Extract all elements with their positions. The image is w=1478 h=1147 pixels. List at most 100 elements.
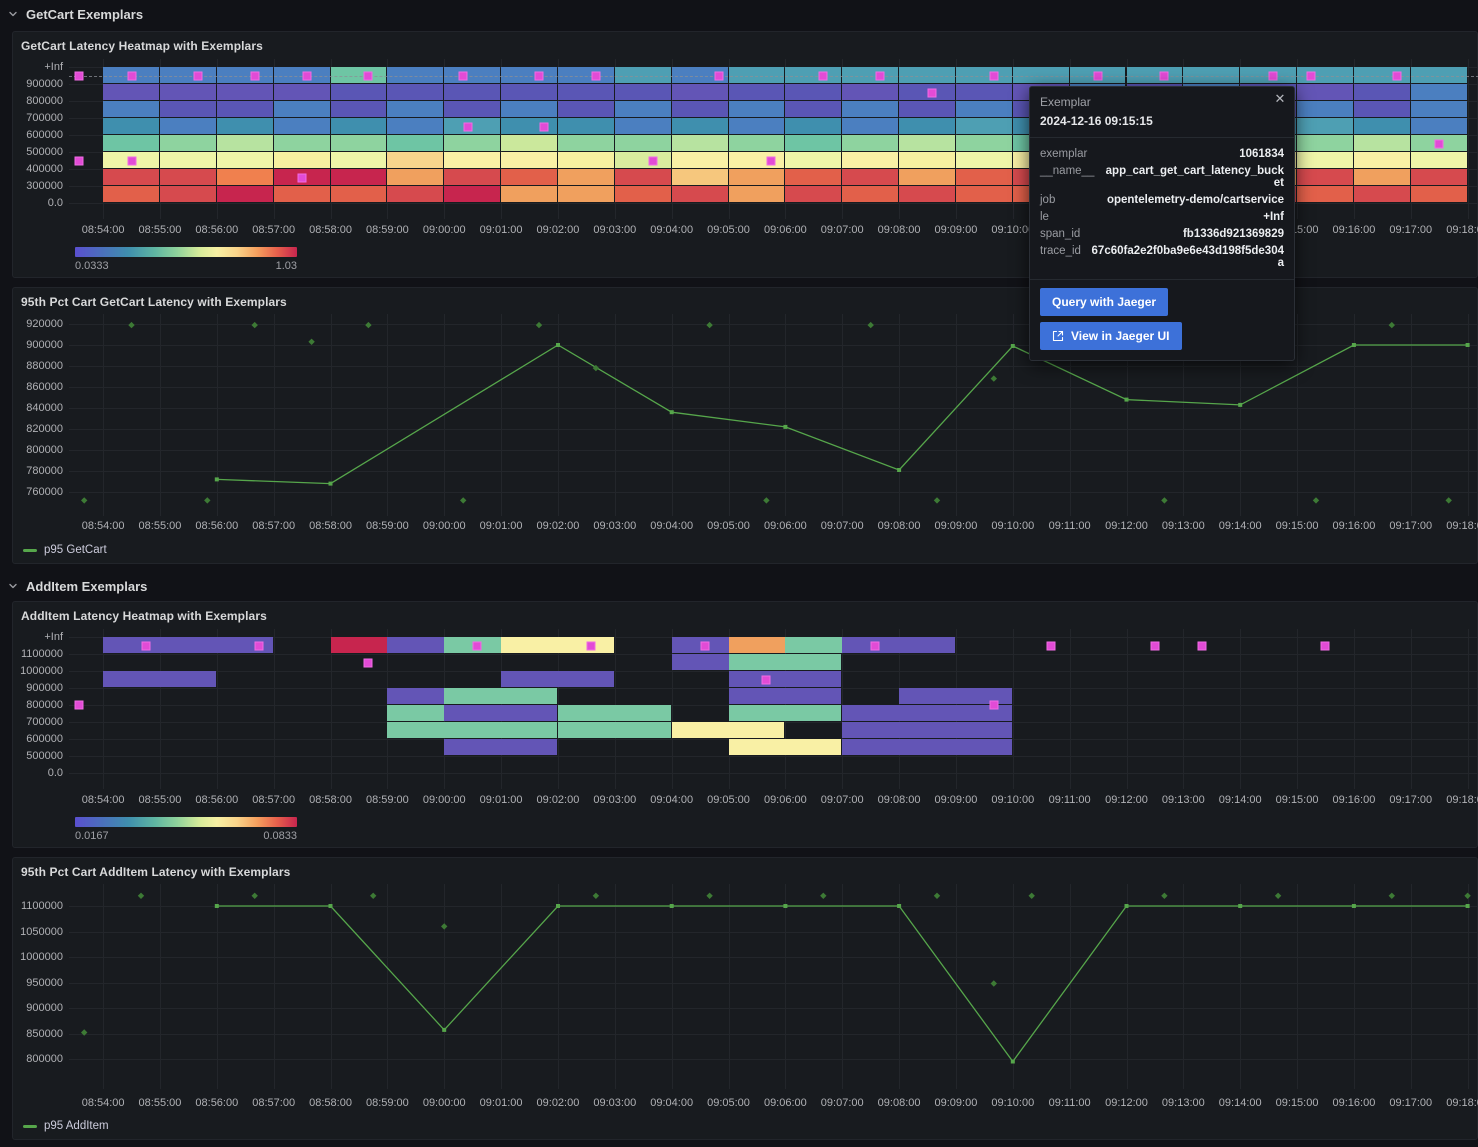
exemplar-marker[interactable] [74, 156, 84, 165]
exemplar-marker[interactable] [714, 71, 724, 80]
exemplar-marker[interactable] [933, 892, 941, 899]
exemplar-marker[interactable] [592, 892, 600, 899]
heatmap-cell[interactable] [216, 84, 273, 100]
heatmap-cell[interactable] [444, 84, 501, 100]
heatmap-cell[interactable] [728, 671, 842, 687]
exemplar-marker[interactable] [1392, 71, 1402, 80]
heatmap-cell[interactable] [1297, 118, 1353, 134]
heatmap-cell[interactable] [216, 101, 273, 117]
heatmap-cell[interactable] [159, 135, 216, 151]
heatmap-cell[interactable] [728, 186, 785, 202]
heatmap-cell[interactable] [671, 67, 728, 83]
heatmap-cell[interactable] [1410, 152, 1467, 168]
heatmap-cell[interactable] [444, 722, 557, 738]
heatmap-cell[interactable] [671, 101, 728, 117]
series-legend-label[interactable]: p95 GetCart [44, 544, 107, 556]
heatmap-cell[interactable] [899, 67, 955, 83]
exemplar-marker[interactable] [875, 71, 885, 80]
exemplar-marker[interactable] [254, 641, 264, 650]
heatmap-cell[interactable] [444, 101, 501, 117]
heatmap-cell[interactable] [899, 84, 955, 100]
exemplar-marker[interactable] [297, 173, 307, 182]
heatmap-cell[interactable] [899, 152, 955, 168]
heatmap-cell[interactable] [501, 84, 557, 100]
exemplar-marker[interactable] [989, 700, 999, 710]
heatmap-cell[interactable] [728, 67, 785, 83]
exemplar-marker[interactable] [1388, 892, 1395, 899]
heatmap-cell[interactable] [330, 101, 387, 117]
exemplar-marker[interactable] [463, 122, 473, 131]
heatmap-cell[interactable] [273, 135, 330, 151]
heatmap-cell[interactable] [387, 186, 444, 202]
exemplar-marker[interactable] [1268, 71, 1278, 80]
exemplar-marker[interactable] [460, 497, 467, 504]
line-plot-additem[interactable]: 1100000 1050000 1000000 950000 900000 850000 8… [13, 884, 1478, 1089]
exemplar-marker[interactable] [458, 71, 468, 80]
heatmap-cell[interactable] [1410, 84, 1467, 100]
exemplar-marker[interactable] [441, 923, 448, 930]
exemplar-marker[interactable] [128, 321, 135, 329]
heatmap-cell[interactable] [614, 67, 671, 83]
heatmap-cell[interactable] [330, 152, 387, 168]
heatmap-cell[interactable] [444, 688, 557, 704]
heatmap-cell[interactable] [1297, 186, 1353, 202]
heatmap-cell[interactable] [614, 84, 671, 100]
heatmap-cell[interactable] [216, 169, 273, 185]
heatmap-cell[interactable] [842, 186, 899, 202]
exemplar-marker[interactable] [870, 641, 880, 650]
heatmap-cell[interactable] [671, 135, 728, 151]
series-data-point[interactable] [1010, 1059, 1015, 1064]
line-plot-getcart[interactable]: 920000 900000 880000 860000 840000 820000 8000… [13, 314, 1478, 516]
heatmap-cell[interactable] [103, 101, 159, 117]
chevron-down-icon[interactable] [8, 9, 18, 19]
exemplar-marker[interactable] [820, 892, 827, 899]
chevron-down-icon[interactable] [8, 581, 18, 591]
heatmap-cell[interactable] [216, 152, 273, 168]
exemplar-marker[interactable] [592, 364, 600, 372]
exemplar-marker[interactable] [534, 71, 544, 80]
heatmap-cell[interactable] [785, 118, 842, 134]
heatmap-cell[interactable] [273, 186, 330, 202]
heatmap-cell[interactable] [557, 186, 614, 202]
heatmap-cell[interactable] [955, 186, 1012, 202]
heatmap-cell[interactable] [159, 101, 216, 117]
heatmap-cell[interactable] [785, 169, 842, 185]
series-legend-label[interactable]: p95 AddItem [44, 1120, 109, 1132]
heatmap-cell[interactable] [842, 101, 899, 117]
heatmap-cell[interactable] [614, 101, 671, 117]
exemplar-marker[interactable] [370, 892, 377, 899]
exemplar-marker[interactable] [1161, 892, 1168, 899]
heatmap-cell[interactable] [273, 118, 330, 134]
exemplar-marker[interactable] [867, 321, 874, 329]
exemplar-marker[interactable] [193, 71, 203, 80]
heatmap-cell[interactable] [899, 169, 955, 185]
heatmap-cell[interactable] [557, 705, 671, 721]
heatmap-cell[interactable] [728, 118, 785, 134]
exemplar-marker[interactable] [1046, 641, 1056, 650]
heatmap-cell[interactable] [557, 135, 614, 151]
exemplar-marker[interactable] [927, 88, 937, 97]
heatmap-cell[interactable] [899, 688, 1012, 704]
heatmap-cell[interactable] [501, 637, 614, 653]
heatmap-cell[interactable] [899, 118, 955, 134]
heatmap-cell[interactable] [103, 84, 159, 100]
heatmap-cell[interactable] [387, 135, 444, 151]
exemplar-marker[interactable] [141, 641, 151, 650]
heatmap-cell[interactable] [1353, 169, 1410, 185]
heatmap-cell[interactable] [387, 67, 444, 83]
heatmap-cell[interactable] [103, 671, 216, 687]
heatmap-cell[interactable] [1297, 135, 1353, 151]
heatmap-cell[interactable] [387, 101, 444, 117]
exemplar-marker[interactable] [1161, 497, 1168, 504]
heatmap-cell[interactable] [501, 135, 557, 151]
heatmap-cell[interactable] [557, 722, 671, 738]
heatmap-cell[interactable] [387, 118, 444, 134]
heatmap-cell[interactable] [899, 186, 955, 202]
exemplar-marker[interactable] [1150, 641, 1160, 650]
heatmap-cell[interactable] [159, 84, 216, 100]
heatmap-cell[interactable] [785, 135, 842, 151]
exemplar-marker[interactable] [472, 641, 482, 650]
exemplar-marker[interactable] [1306, 71, 1316, 80]
series-data-point[interactable] [1351, 904, 1356, 908]
heatmap-cell[interactable] [557, 118, 614, 134]
